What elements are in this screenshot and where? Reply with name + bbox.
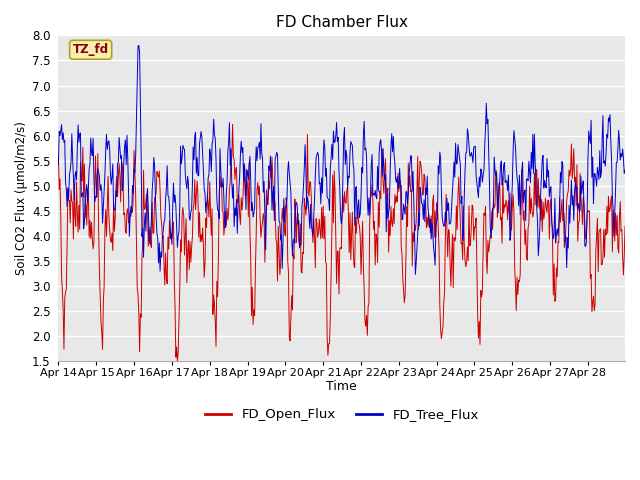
X-axis label: Time: Time bbox=[326, 380, 357, 393]
Title: FD Chamber Flux: FD Chamber Flux bbox=[276, 15, 408, 30]
Y-axis label: Soil CO2 Flux (μmol/m2/s): Soil CO2 Flux (μmol/m2/s) bbox=[15, 121, 28, 276]
Text: TZ_fd: TZ_fd bbox=[72, 43, 109, 56]
Legend: FD_Open_Flux, FD_Tree_Flux: FD_Open_Flux, FD_Tree_Flux bbox=[199, 403, 484, 427]
